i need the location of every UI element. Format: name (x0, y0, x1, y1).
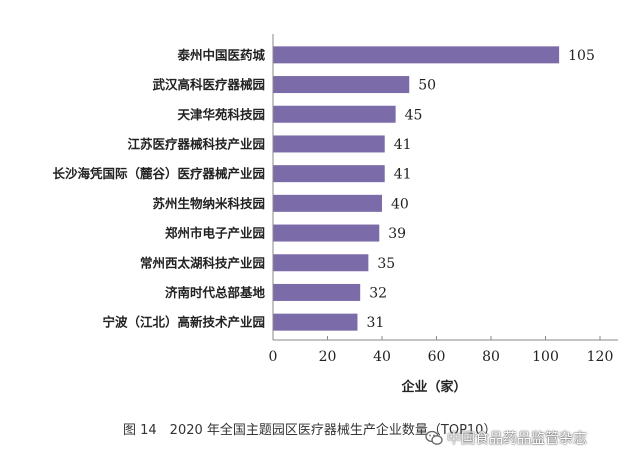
x-tick-label: 20 (319, 349, 337, 365)
x-tick-label: 100 (532, 349, 559, 365)
value-label: 41 (394, 137, 412, 153)
bars (273, 46, 560, 331)
value-labels: 105 50 45 41 41 40 39 35 32 31 (366, 48, 594, 331)
value-label: 32 (369, 285, 387, 301)
watermark-text: 中国食品药品监管杂志 (447, 431, 587, 447)
category-labels: 泰州中国医药城武汉高科医疗器械园天津华苑科技园江苏医疗器械科技产业园长沙海凭国际… (52, 47, 265, 329)
x-axis-title: 企业（家） (400, 379, 466, 395)
category-label: 武汉高科医疗器械园 (152, 77, 265, 92)
figure-caption: 图 14 2020 年全国主题园区医疗器械生产企业数量（TOP10） (123, 423, 497, 438)
category-label: 江苏医疗器械科技产业园 (127, 136, 265, 151)
value-label: 39 (388, 226, 406, 242)
bar (273, 254, 369, 272)
x-tick-label: 80 (482, 349, 500, 365)
value-label: 105 (568, 48, 595, 64)
x-tick-label: 40 (373, 349, 391, 365)
value-label: 40 (391, 196, 409, 212)
category-label: 宁波（江北）高新技术产业园 (102, 315, 265, 330)
category-label: 济南时代总部基地 (165, 285, 266, 300)
value-label: 35 (377, 256, 395, 272)
bar (273, 194, 382, 212)
bar (273, 313, 358, 331)
watermark: 中国食品药品监管杂志 (425, 428, 587, 448)
category-label: 泰州中国医药城 (176, 47, 265, 62)
x-tick-label: 0 (269, 349, 278, 365)
bar (273, 105, 396, 123)
bar (273, 135, 385, 153)
value-label: 45 (405, 107, 423, 123)
bar (273, 224, 380, 242)
category-label: 郑州市电子产业园 (165, 226, 265, 241)
x-tick-label: 60 (428, 349, 446, 365)
bar (273, 46, 560, 64)
category-label: 常州西太湖科技产业园 (140, 255, 265, 270)
wechat-icon (425, 430, 443, 445)
value-label: 41 (394, 167, 412, 183)
category-label: 天津华苑科技园 (177, 107, 265, 122)
category-label: 长沙海凭国际（麓谷）医疗器械产业园 (52, 166, 265, 181)
value-label: 31 (366, 315, 384, 331)
bar (273, 76, 410, 94)
x-axis-ticks: 0 20 40 60 80 100 120 (269, 336, 614, 365)
category-label: 苏州生物纳米科技园 (152, 196, 265, 211)
bar (273, 283, 361, 301)
x-tick-label: 120 (587, 349, 614, 365)
value-label: 50 (418, 78, 436, 94)
bar (273, 165, 385, 183)
